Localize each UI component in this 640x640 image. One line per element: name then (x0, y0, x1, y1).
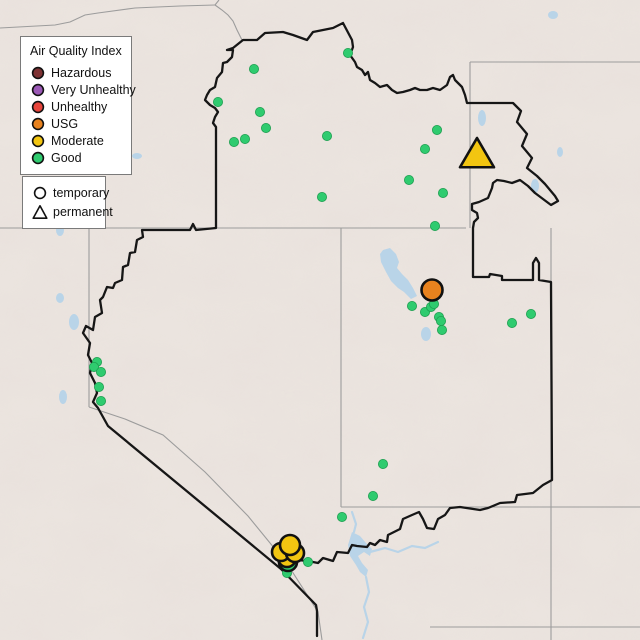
state-border-line (214, 4, 243, 41)
station-marker-moderate-temporary[interactable] (278, 533, 302, 557)
river-line (350, 510, 358, 534)
triangle-glyph-icon (32, 204, 48, 219)
aqi-legend-item-usg: USG (30, 115, 123, 132)
station-dot-good[interactable] (437, 187, 448, 198)
river-line (361, 575, 371, 640)
station-dot-good[interactable] (96, 395, 107, 406)
river-line (368, 540, 440, 554)
lake-shape (59, 390, 67, 404)
aqi-legend-label: Very Unhealthy (51, 82, 136, 97)
lake-shape (380, 248, 417, 299)
circle-glyph-icon (33, 186, 47, 199)
circle-glyph-icon (31, 117, 45, 130)
station-dot-good[interactable] (435, 315, 446, 326)
lake-shape (132, 153, 142, 159)
station-dot-good[interactable] (321, 130, 332, 141)
station-dot-good[interactable] (526, 308, 537, 319)
aqi-legend-label: Hazardous (51, 65, 112, 80)
station-dot-good[interactable] (260, 123, 271, 134)
station-marker-moderate-permanent[interactable] (458, 136, 496, 169)
lake-shape (421, 327, 431, 341)
lake-shape (548, 11, 558, 19)
lake-shape (56, 293, 64, 303)
station-dot-good[interactable] (403, 174, 414, 185)
state-border-line (0, 4, 216, 29)
station-type-item-temporary: temporary (32, 183, 109, 202)
station-dot-good[interactable] (419, 143, 430, 154)
station-dot-good[interactable] (302, 557, 313, 568)
lake-shape (69, 314, 79, 330)
station-dot-good[interactable] (436, 324, 447, 335)
station-dot-good[interactable] (248, 64, 259, 75)
aqi-legend-item-moderate: Moderate (30, 132, 123, 149)
lake-shape (348, 532, 372, 577)
aqi-legend-label: Unhealthy (51, 99, 108, 114)
circle-glyph-icon (31, 134, 45, 147)
station-dot-good[interactable] (212, 97, 223, 108)
station-dot-good[interactable] (431, 125, 442, 136)
aqi-legend: Air Quality Index Hazardous Very Unhealth… (20, 36, 136, 175)
station-dot-good[interactable] (89, 361, 100, 372)
circle-glyph-icon (31, 66, 45, 79)
station-marker-usg-temporary[interactable] (420, 278, 444, 302)
station-dot-good[interactable] (506, 317, 517, 328)
station-dot-good[interactable] (342, 48, 353, 59)
lake-shape (557, 147, 563, 157)
great-basin-boundary (81, 21, 560, 571)
circle-glyph-icon (31, 83, 45, 96)
station-dot-good[interactable] (336, 512, 347, 523)
lake-shape (478, 110, 486, 126)
aqi-legend-item-very_unhealthy: Very Unhealthy (30, 81, 136, 98)
aqi-legend-label: Good (51, 150, 82, 165)
station-type-item-permanent: permanent (32, 202, 113, 221)
circle-glyph-icon (31, 151, 45, 164)
station-type-label: permanent (53, 204, 113, 219)
station-dot-good[interactable] (367, 490, 378, 501)
station-dot-good[interactable] (94, 381, 105, 392)
state-border-line (214, 0, 220, 6)
aqi-legend-item-hazardous: Hazardous (30, 64, 123, 81)
aqi-legend-item-unhealthy: Unhealthy (30, 98, 123, 115)
aqi-legend-title: Air Quality Index (30, 44, 122, 58)
station-dot-good[interactable] (406, 300, 417, 311)
state-border-line (88, 406, 323, 640)
aqi-legend-item-good: Good (30, 149, 123, 166)
station-dot-good[interactable] (316, 191, 327, 202)
station-dot-good[interactable] (429, 220, 440, 231)
station-dot-good[interactable] (377, 458, 388, 469)
station-dot-good[interactable] (96, 366, 107, 377)
great-basin-boundary (279, 567, 319, 638)
aqi-legend-label: Moderate (51, 133, 104, 148)
station-type-legend: temporary permanent (22, 176, 113, 229)
circle-glyph-icon (31, 100, 45, 113)
station-dot-good[interactable] (239, 133, 250, 144)
aqi-legend-label: USG (51, 116, 79, 131)
station-dot-good[interactable] (254, 107, 265, 118)
station-dot-good[interactable] (228, 136, 239, 147)
station-type-label: temporary (53, 185, 110, 200)
